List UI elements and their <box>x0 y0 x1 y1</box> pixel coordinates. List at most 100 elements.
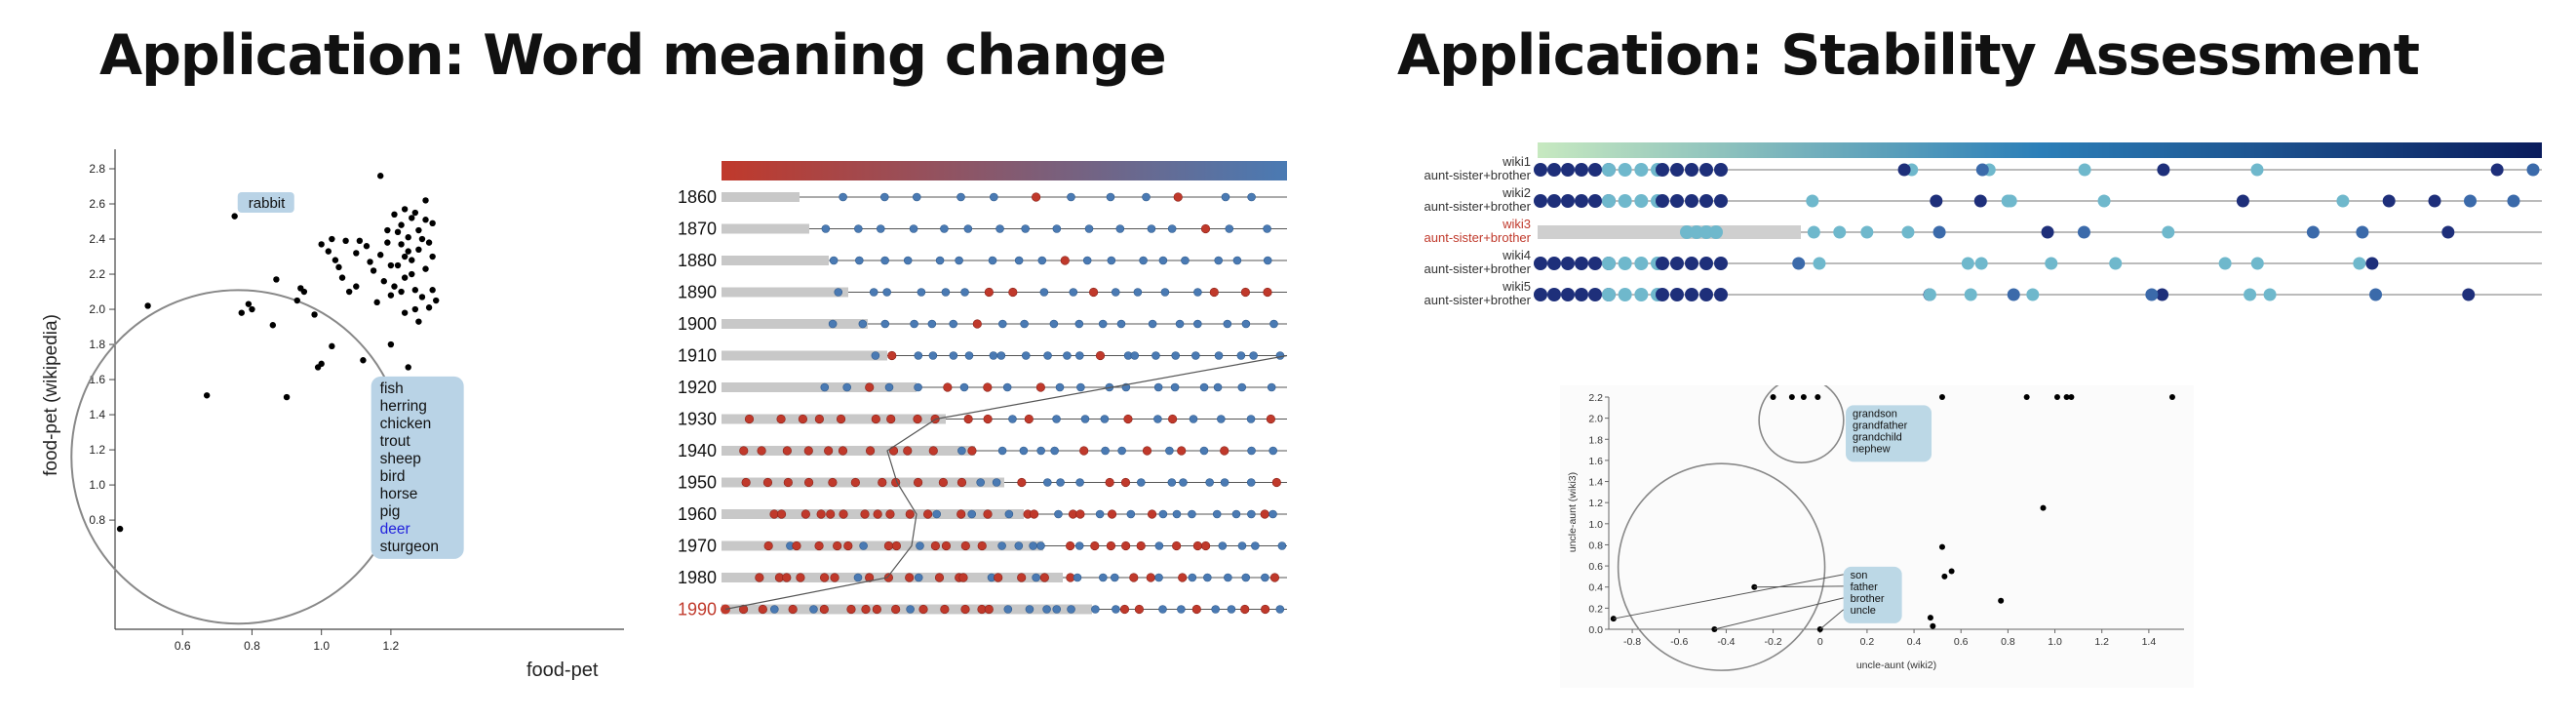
row-label-wiki: wiki3 <box>1502 217 1531 231</box>
data-point <box>418 294 426 300</box>
strip-dot <box>891 604 901 615</box>
strip-dot <box>928 351 938 360</box>
strip-dot <box>1177 605 1186 614</box>
strip-dot <box>1200 223 1211 234</box>
strip-dot <box>956 192 965 202</box>
row-shade <box>722 446 975 456</box>
strip-dot <box>1021 351 1031 360</box>
row-shade <box>722 477 1004 488</box>
x-tick-label: 0.2 <box>1860 636 1875 648</box>
strip-dot <box>741 477 751 488</box>
group-label-word: grandfather <box>1853 420 1908 431</box>
label-box-rabbit <box>237 192 294 214</box>
strip-dot <box>2244 288 2257 301</box>
strip-dot <box>1561 288 1575 301</box>
strip-dot <box>1037 256 1047 265</box>
strip-dot <box>997 319 1007 329</box>
strip-dot <box>1271 477 1281 488</box>
strip-dot <box>997 541 1006 550</box>
strip-dot <box>930 540 940 551</box>
strip-dot <box>820 382 830 392</box>
strip-dot <box>1714 194 1728 208</box>
x-axis-label: food-pet <box>527 660 599 681</box>
strip-dot <box>1088 287 1099 298</box>
strip-dot <box>887 350 897 361</box>
strip-dot <box>826 509 836 519</box>
strip-dot <box>976 478 985 487</box>
strip-dot <box>1172 509 1182 519</box>
strip-dot <box>1670 288 1684 301</box>
strip-dot <box>1561 163 1575 177</box>
strip-dot <box>903 256 913 265</box>
strip-dot <box>1237 541 1247 550</box>
data-point <box>377 252 384 259</box>
y-tick-label: 1.2 <box>1588 498 1603 509</box>
strip-dot <box>957 446 966 456</box>
strip-dot <box>1266 414 1275 424</box>
strip-dot <box>1021 224 1030 233</box>
strip-dot <box>989 351 998 360</box>
strip-dot <box>846 604 856 615</box>
data-point <box>2040 504 2047 511</box>
strip-dot <box>814 414 824 424</box>
strip-dot <box>1220 478 1229 487</box>
strip-dot <box>914 382 922 392</box>
strip-dot <box>1172 540 1182 551</box>
group-label-word: herring <box>380 398 427 415</box>
group-label-word: fish <box>380 380 404 397</box>
x-tick-label: 0.4 <box>1907 636 1922 648</box>
data-point <box>1930 622 1936 629</box>
strip-dot <box>1193 288 1202 297</box>
strip-dot <box>876 224 885 233</box>
strip-dot <box>1656 163 1669 177</box>
data-point <box>391 211 398 219</box>
data-point <box>269 322 277 329</box>
data-point <box>1788 394 1795 400</box>
strip-dot <box>1160 288 1170 297</box>
group-label-word: nephew <box>1853 443 1891 455</box>
strip-dot <box>1547 194 1561 208</box>
strip-dot <box>1241 319 1251 329</box>
strip-dot <box>1167 478 1177 487</box>
x-tick-label: 1.0 <box>2048 636 2062 648</box>
strip-dot <box>1142 192 1151 202</box>
strip-dot <box>1268 446 1278 456</box>
strip-dot <box>1602 194 1616 208</box>
strip-dot <box>762 477 773 488</box>
strip-dot <box>1082 256 1092 265</box>
strip-dot <box>1199 446 1209 456</box>
strip-dot <box>1191 604 1201 615</box>
strip-dot <box>1151 351 1160 360</box>
highlight-circle <box>70 289 407 625</box>
data-point <box>363 243 371 250</box>
data-point <box>360 357 367 364</box>
strip-dot <box>1153 382 1163 392</box>
strip-dot <box>800 509 810 519</box>
wiki-stability-strip-figure: wiki1 aunt-sister+brother wiki2 aunt-sister… <box>1385 137 2555 312</box>
data-point <box>415 318 422 325</box>
strip-dot <box>935 256 945 265</box>
strip-dot <box>1147 224 1156 233</box>
row-label: 1910 <box>678 346 717 366</box>
row-label: 1930 <box>678 410 717 429</box>
row-label: 1920 <box>678 378 717 397</box>
strip-dot <box>941 540 952 551</box>
data-point <box>415 226 422 234</box>
row-label-wiki: wiki1 <box>1502 154 1531 169</box>
data-point <box>2023 394 2030 400</box>
strip-dot <box>1260 509 1269 519</box>
data-point <box>405 234 411 241</box>
label-box-animals <box>371 376 464 559</box>
strip-dot <box>1073 573 1082 582</box>
strip-dot <box>816 509 826 519</box>
strip-dot <box>1901 225 1915 239</box>
row-shade <box>722 350 887 361</box>
strip-dot <box>782 573 792 582</box>
strip-dot <box>776 414 786 424</box>
strip-dot <box>792 540 801 551</box>
data-point <box>238 309 245 316</box>
strip-dot <box>1699 194 1713 208</box>
y-axis-label: food-pet (wikipedia) <box>41 314 61 476</box>
strip-dot <box>1223 319 1232 329</box>
strip-dot <box>2097 194 2111 208</box>
